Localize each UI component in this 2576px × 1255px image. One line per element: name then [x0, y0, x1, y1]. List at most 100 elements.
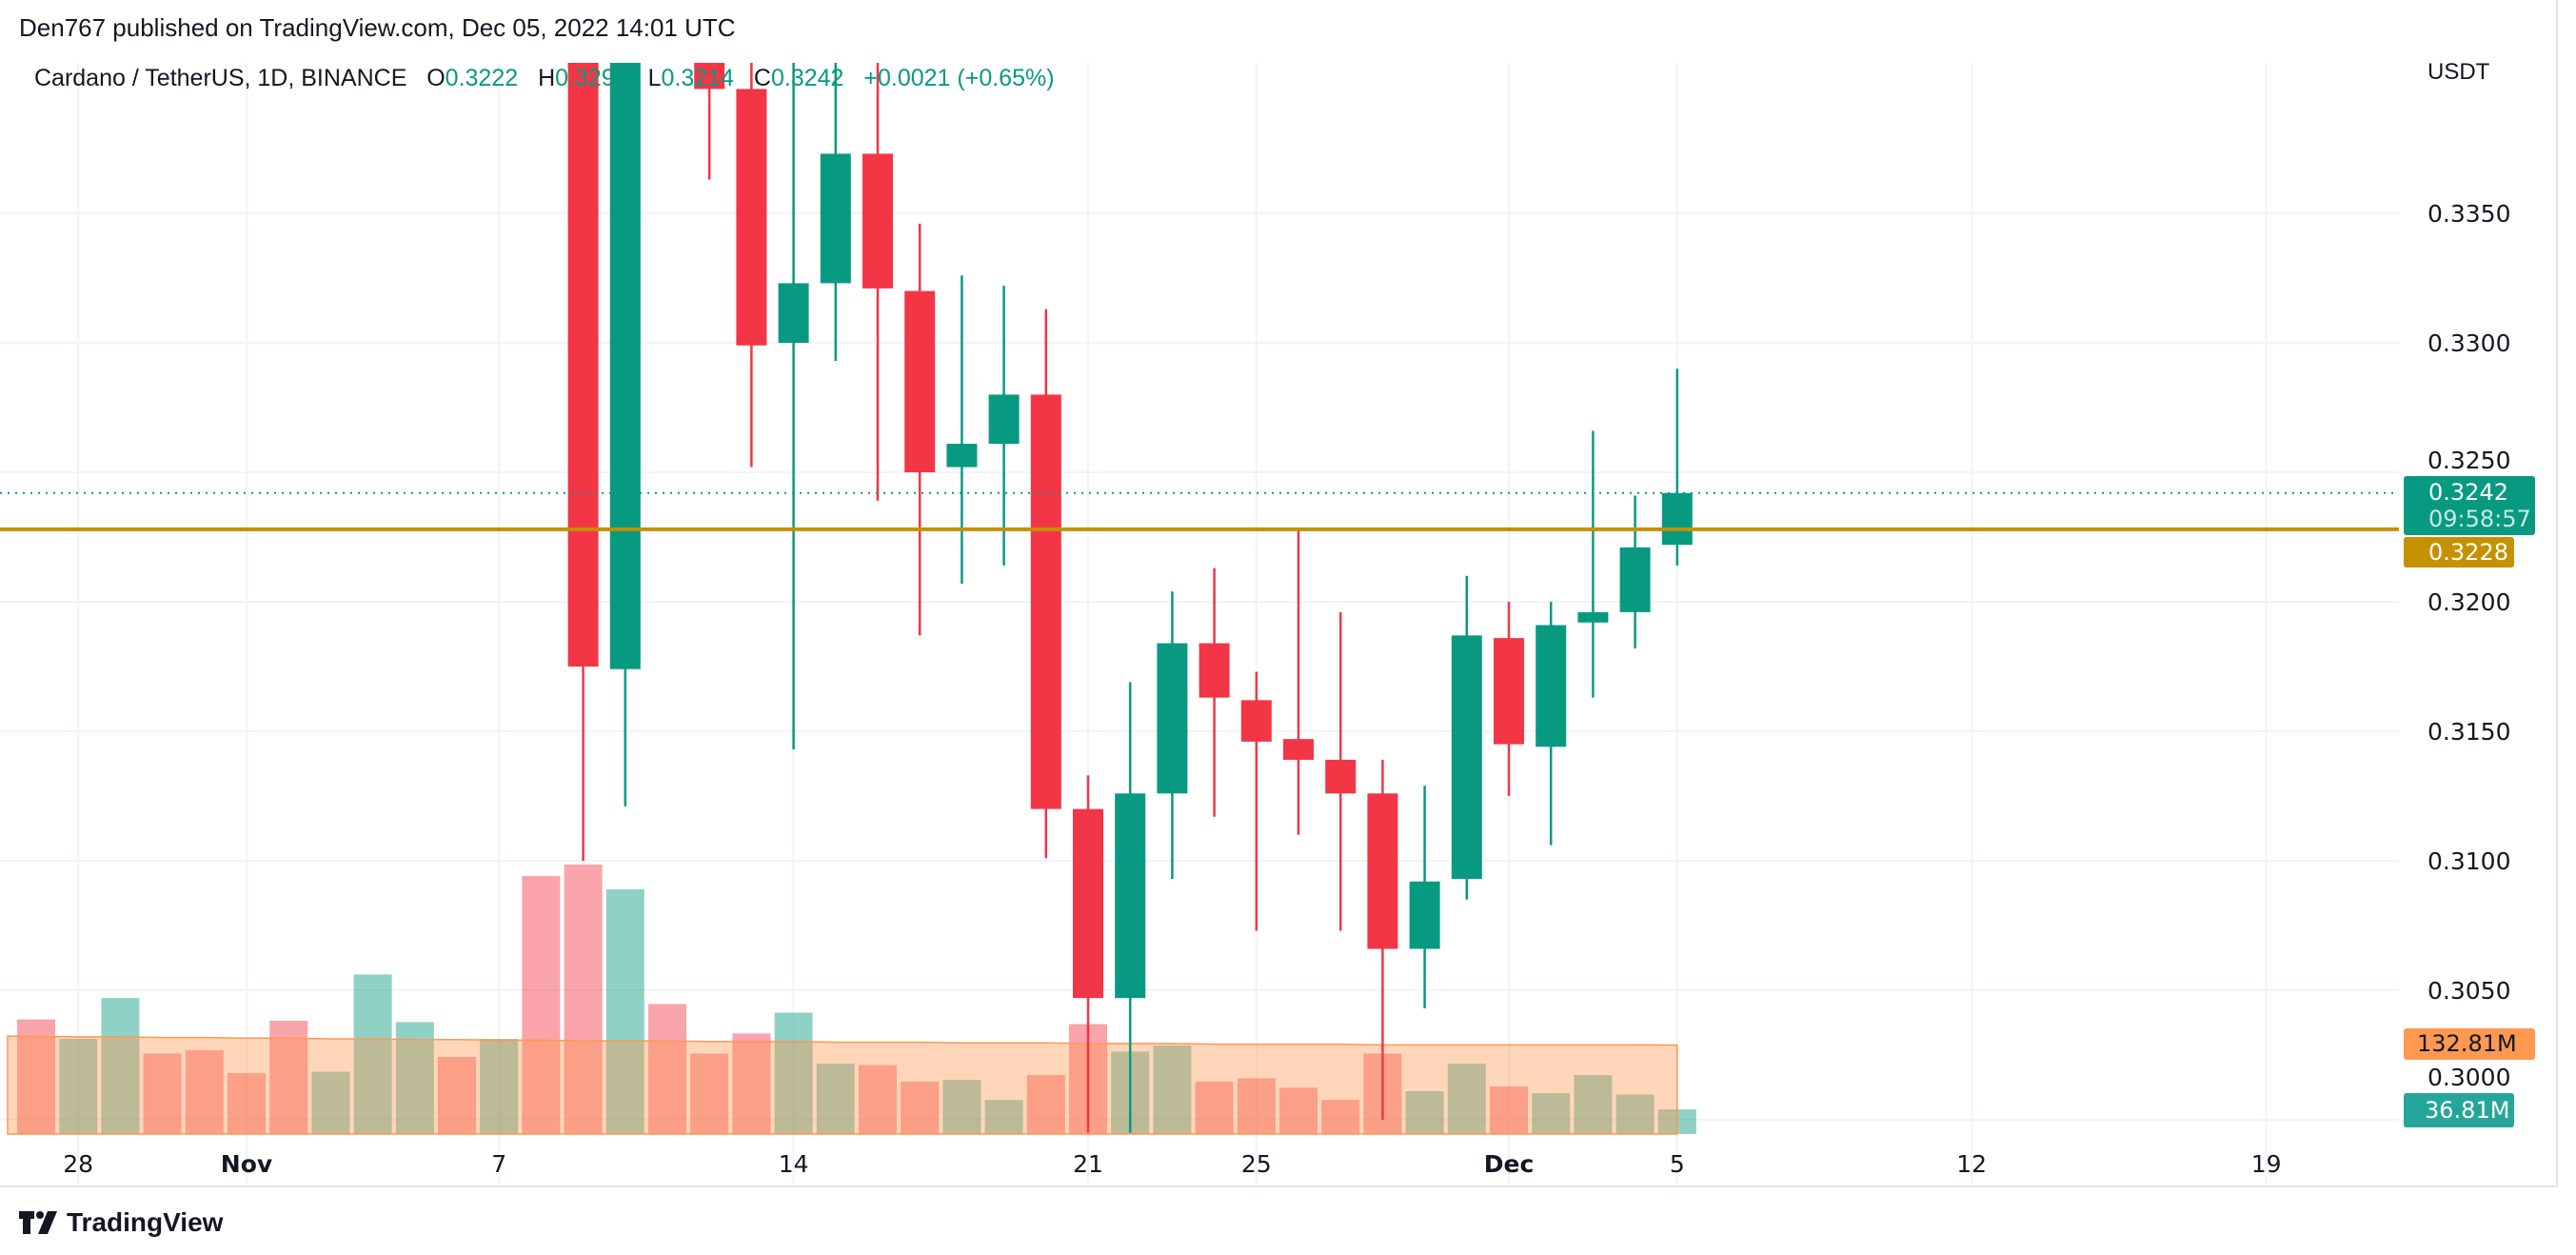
candle — [1619, 495, 1651, 648]
volume-bar — [311, 1071, 350, 1134]
time-tick: 25 — [1240, 1150, 1272, 1178]
volume-bar — [59, 1039, 98, 1134]
candle — [609, 63, 641, 807]
price-tick: 0.3000 — [2427, 1064, 2511, 1091]
candle — [1494, 602, 1524, 796]
time-tick: 14 — [778, 1150, 809, 1178]
hline-price-tag: 0.3228 — [2404, 537, 2514, 568]
time-tick: 28 — [63, 1150, 94, 1178]
candle — [778, 63, 809, 750]
candle-body — [1073, 808, 1103, 999]
price-tick: 0.3250 — [2427, 447, 2511, 474]
time-tick: 12 — [1956, 1150, 1988, 1178]
candle-body — [820, 153, 851, 284]
candle — [1283, 528, 1314, 835]
candle — [1030, 309, 1061, 859]
candle — [862, 63, 893, 501]
candle — [904, 223, 936, 636]
volume-bar — [353, 974, 392, 1134]
close-value: 0.3242 — [770, 65, 844, 91]
open-value: 0.3222 — [445, 65, 519, 91]
volume-tag: 36.81M — [2404, 1093, 2514, 1127]
candle-body — [1577, 611, 1609, 623]
candle-body — [1030, 394, 1061, 809]
candle-body — [1240, 700, 1272, 742]
candle-body — [1367, 793, 1398, 949]
low-label: L — [647, 65, 662, 91]
candle — [736, 63, 767, 468]
candle-body — [862, 153, 893, 289]
candle — [1073, 775, 1103, 1133]
bar-countdown: 09:58:57 — [2428, 506, 2531, 532]
publish-info: Den767 published on TradingView.com, Dec… — [19, 13, 736, 42]
volume-bar — [269, 1020, 308, 1134]
time-tick: 7 — [491, 1150, 507, 1178]
volume-bar — [1153, 1046, 1192, 1134]
candle-body — [1661, 492, 1693, 546]
time-tick: 19 — [2250, 1150, 2282, 1178]
last-price-value: 0.3242 — [2428, 479, 2508, 506]
candle-body — [1283, 739, 1314, 760]
volume-bar — [984, 1100, 1023, 1134]
candle — [1367, 759, 1398, 1120]
candle-body — [567, 63, 599, 667]
last-price-tag: 0.3242 09:58:57 — [2404, 476, 2535, 535]
candle-body — [694, 63, 725, 90]
candle-body — [1157, 643, 1188, 794]
candle — [988, 286, 1020, 566]
volume-bar — [1026, 1075, 1065, 1134]
volume-bar — [859, 1065, 897, 1134]
volume-bar — [395, 1022, 434, 1134]
candle-body — [1199, 643, 1230, 698]
candle — [1536, 602, 1567, 846]
time-tick: Nov — [220, 1150, 273, 1178]
volume-bar — [1532, 1093, 1571, 1134]
price-tick: 0.3150 — [2427, 718, 2511, 746]
candle-body — [736, 89, 767, 346]
candle — [1240, 671, 1272, 931]
open-label: O — [426, 65, 446, 91]
volume-bar — [185, 1049, 224, 1134]
volume-bar — [1279, 1087, 1318, 1134]
volume-bar — [480, 1039, 519, 1134]
volume-bar — [564, 864, 603, 1134]
volume-bar — [143, 1053, 182, 1134]
candle-body — [988, 394, 1020, 445]
price-tick: 0.3050 — [2427, 977, 2511, 1005]
volume-bar — [522, 875, 561, 1134]
currency-label: USDT — [2427, 59, 2490, 85]
candle — [1115, 682, 1146, 1133]
time-tick: 21 — [1073, 1150, 1103, 1178]
volume-bar — [605, 888, 644, 1134]
candle — [1577, 430, 1609, 698]
volume-ma-area — [7, 1035, 1678, 1135]
volume-bar — [1195, 1082, 1234, 1134]
candle-body — [609, 63, 641, 669]
candle-body — [1536, 625, 1567, 747]
candle-body — [1494, 638, 1524, 745]
volume-bar — [1615, 1094, 1655, 1134]
candle — [694, 63, 725, 180]
volume-bar — [942, 1079, 981, 1134]
candle — [946, 275, 978, 584]
volume-bar — [1447, 1064, 1486, 1134]
symbol-legend: Cardano / TetherUS, 1D, BINANCE O0.3222 … — [34, 65, 1068, 92]
volume-bar — [228, 1072, 266, 1134]
high-label: H — [538, 65, 556, 91]
candle — [1451, 575, 1482, 900]
volume-bar — [17, 1019, 55, 1134]
candles — [567, 63, 1693, 1133]
volume-bar — [816, 1064, 855, 1134]
volume-bar — [1490, 1086, 1528, 1134]
price-tick: 0.3200 — [2427, 588, 2511, 616]
close-label: C — [753, 65, 771, 91]
volume-bar — [1321, 1100, 1360, 1134]
low-value: 0.3214 — [661, 65, 734, 91]
volume-bar — [1405, 1090, 1444, 1134]
price-tick: 0.3350 — [2427, 200, 2511, 228]
volume-bar — [690, 1053, 729, 1134]
symbol-title[interactable]: Cardano / TetherUS, 1D, BINANCE — [34, 65, 407, 91]
candle — [1661, 369, 1693, 566]
tradingview-logo[interactable]: TradingView — [19, 1207, 223, 1238]
